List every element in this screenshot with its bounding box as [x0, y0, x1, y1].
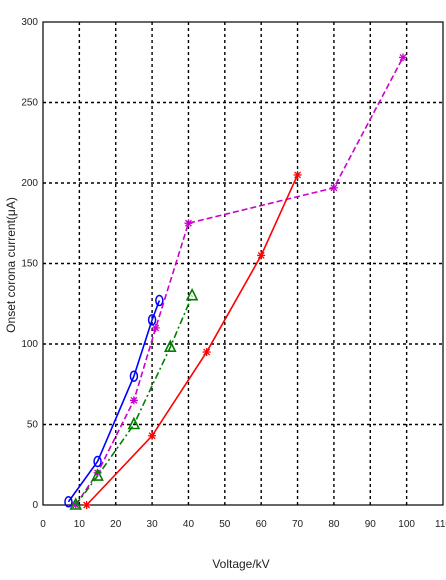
series-line [86, 174, 299, 506]
grid-lines [42, 21, 444, 506]
data-point [329, 183, 338, 192]
data-point [202, 348, 211, 357]
data-point [293, 170, 302, 179]
data-point [91, 468, 104, 481]
x-tick-label: 40 [183, 519, 195, 530]
series-3 [69, 287, 199, 510]
data-point [184, 219, 193, 228]
x-tick-label: 10 [74, 519, 86, 530]
x-tick-label: 80 [328, 519, 340, 530]
x-tick-label: 90 [365, 519, 377, 530]
data-point [147, 314, 157, 326]
series-line [67, 300, 161, 503]
x-tick-label: 0 [40, 519, 46, 530]
x-tick-label: 100 [398, 519, 415, 530]
data-point [155, 294, 164, 307]
y-tick-label: 150 [21, 259, 38, 270]
data-point [148, 431, 157, 440]
y-tick-label: 50 [27, 420, 39, 431]
data-point [129, 396, 138, 405]
data-point [82, 501, 91, 509]
data-point [64, 496, 73, 508]
y-tick-label: 300 [21, 17, 38, 28]
x-tick-label: 20 [110, 519, 122, 530]
y-tick-label: 200 [21, 178, 38, 189]
data-point [127, 416, 141, 430]
x-tick-label: 30 [147, 519, 159, 530]
data-point [163, 339, 177, 353]
data-point [129, 370, 139, 382]
data-point [399, 53, 407, 62]
data-point [257, 251, 266, 260]
x-tick-label: 50 [219, 519, 231, 530]
x-axis-label: Voltage/kV [212, 557, 269, 571]
x-tick-label: 70 [292, 519, 304, 530]
series-4 [82, 170, 302, 509]
x-tick-label: 60 [256, 519, 268, 530]
series-line [75, 57, 404, 506]
series-layer [64, 53, 407, 510]
data-point [69, 497, 83, 510]
data-point [151, 323, 160, 332]
tick-labels: 0 10 20 30 40 50 60 70 80 90 100 110 0 50 100 150 200 250… [21, 17, 446, 530]
y-tick-label: 100 [21, 339, 38, 350]
y-tick-label: 250 [21, 98, 38, 109]
data-point [185, 287, 199, 301]
y-axis-label: Onset corona current(μA) [4, 197, 18, 333]
series-1 [64, 294, 164, 508]
data-point [93, 455, 102, 468]
y-tick-label: 0 [32, 500, 38, 511]
x-tick-label: 110 [435, 519, 446, 530]
